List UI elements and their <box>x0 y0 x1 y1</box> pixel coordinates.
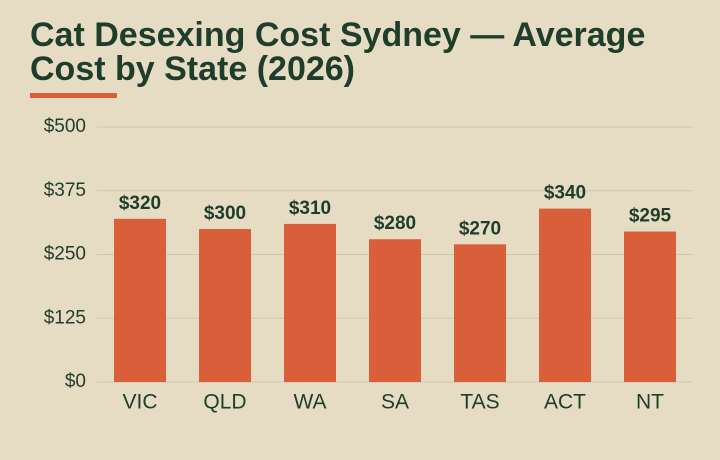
bar <box>624 231 676 382</box>
title-underline <box>30 93 117 98</box>
x-tick-label: QLD <box>203 391 246 414</box>
value-label: $300 <box>204 203 246 224</box>
bar <box>369 239 421 382</box>
value-label: $295 <box>629 206 672 227</box>
y-tick-label: $500 <box>44 116 86 137</box>
bar <box>284 223 336 382</box>
x-tick-label: VIC <box>122 391 157 414</box>
y-tick-label: $125 <box>44 307 86 328</box>
x-tick-label: ACT <box>544 391 586 414</box>
bar <box>199 229 251 382</box>
x-tick-label: NT <box>636 391 664 414</box>
bar <box>539 208 591 382</box>
x-tick-label: TAS <box>460 391 499 414</box>
y-tick-label: $0 <box>65 371 86 392</box>
value-label: $320 <box>119 193 161 214</box>
y-tick-label: $375 <box>44 180 86 201</box>
value-label: $340 <box>544 183 586 204</box>
bar <box>454 244 506 382</box>
value-label: $280 <box>374 213 416 234</box>
value-label: $310 <box>289 198 331 219</box>
value-label: $270 <box>459 218 501 239</box>
x-tick-label: SA <box>381 391 409 414</box>
chart-title: Cat Desexing Cost Sydney — Average Cost … <box>30 16 646 88</box>
bar <box>114 218 166 382</box>
x-tick-label: WA <box>293 391 326 414</box>
y-tick-label: $250 <box>44 244 86 265</box>
